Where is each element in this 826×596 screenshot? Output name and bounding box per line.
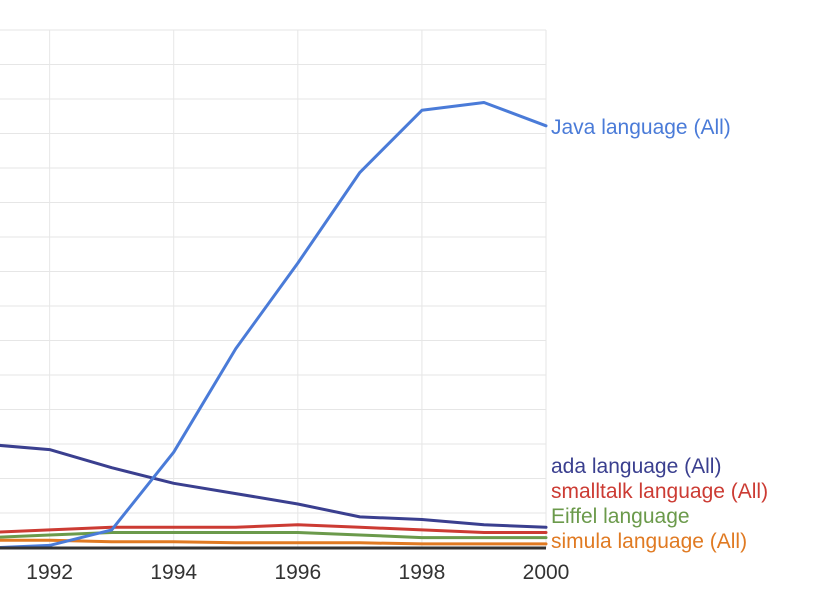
series-line (0, 443, 548, 529)
series-labels: Java language (All) ada language (All)sma… (551, 116, 768, 553)
series-line (0, 101, 548, 549)
grid (0, 29, 547, 548)
series-line (0, 523, 548, 534)
x-tick-label: 2000 (523, 561, 570, 584)
x-tick-label: 1996 (274, 561, 321, 584)
x-tick-label: 1998 (399, 561, 446, 584)
series-label: Eiffel language (551, 505, 690, 528)
series-line (0, 531, 548, 540)
series-label: ada language (All) (551, 455, 721, 478)
x-tick-labels: 1992 1994 1996 1998 2000 (26, 561, 569, 584)
series-line (0, 538, 548, 546)
series-label: Java language (All) (551, 116, 731, 139)
series-lines (0, 101, 548, 549)
x-tick-label: 1994 (150, 561, 197, 584)
x-tick-label: 1992 (26, 561, 73, 584)
series-label: simula language (All) (551, 530, 747, 553)
series-label: smalltalk language (All) (551, 480, 768, 503)
